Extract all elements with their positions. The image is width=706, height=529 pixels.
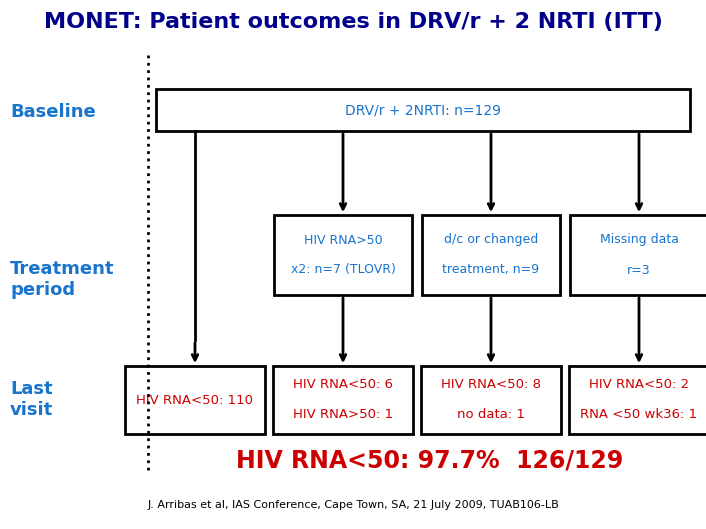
FancyBboxPatch shape (125, 366, 265, 434)
Text: DRV/r + 2NRTI: n=129: DRV/r + 2NRTI: n=129 (345, 103, 501, 117)
Text: HIV RNA<50: 110: HIV RNA<50: 110 (136, 394, 253, 406)
Text: HIV RNA<50: 2

RNA <50 wk36: 1: HIV RNA<50: 2 RNA <50 wk36: 1 (580, 379, 698, 422)
FancyBboxPatch shape (273, 366, 413, 434)
FancyBboxPatch shape (569, 366, 706, 434)
Text: J. Arribas et al, IAS Conference, Cape Town, SA, 21 July 2009, TUAB106-LB: J. Arribas et al, IAS Conference, Cape T… (147, 500, 559, 510)
FancyBboxPatch shape (156, 89, 690, 131)
Text: Treatment
period: Treatment period (10, 260, 114, 299)
Text: HIV RNA<50: 8

no data: 1: HIV RNA<50: 8 no data: 1 (441, 379, 541, 422)
FancyBboxPatch shape (421, 366, 561, 434)
Text: HIV RNA<50: 97.7%  126/129: HIV RNA<50: 97.7% 126/129 (237, 448, 623, 472)
FancyBboxPatch shape (274, 215, 412, 295)
FancyBboxPatch shape (422, 215, 560, 295)
FancyBboxPatch shape (570, 215, 706, 295)
Text: MONET: Patient outcomes in DRV/r + 2 NRTI (ITT): MONET: Patient outcomes in DRV/r + 2 NRT… (44, 12, 662, 32)
Text: Missing data

r=3: Missing data r=3 (599, 233, 678, 277)
Text: HIV RNA>50

x2: n=7 (TLOVR): HIV RNA>50 x2: n=7 (TLOVR) (291, 233, 395, 277)
Text: Last
visit: Last visit (10, 380, 53, 419)
Text: HIV RNA<50: 6

HIV RNA>50: 1: HIV RNA<50: 6 HIV RNA>50: 1 (293, 379, 393, 422)
Text: Baseline: Baseline (10, 103, 96, 121)
Text: d/c or changed

treatment, n=9: d/c or changed treatment, n=9 (443, 233, 539, 277)
